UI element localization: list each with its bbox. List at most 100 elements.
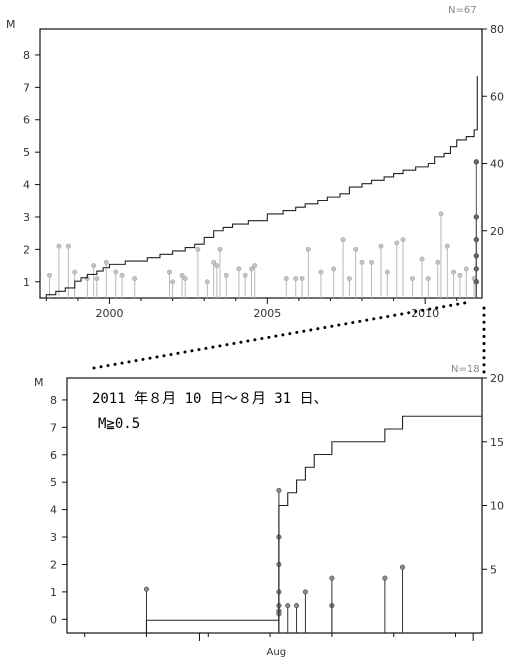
top-event-point — [114, 270, 118, 274]
top-left-tick-label: 1 — [23, 276, 30, 289]
top-right-tick-label: 60 — [490, 90, 504, 103]
bottom-left-tick-label: 5 — [50, 476, 57, 489]
top-event-point — [224, 273, 228, 277]
top-event-point — [120, 273, 124, 277]
top-event-point — [395, 241, 399, 245]
bottom-left-tick-label: 7 — [50, 421, 57, 434]
top-event-point — [47, 273, 51, 277]
top-event-point — [284, 276, 288, 280]
top-event-point — [243, 273, 247, 277]
bottom-left-tick-label: 3 — [50, 531, 57, 544]
top-event-point — [464, 267, 468, 271]
bottom-left-tick-label: 8 — [50, 394, 57, 407]
top-x-tick-label: 2000 — [95, 307, 123, 320]
top-event-point — [196, 247, 200, 251]
bottom-left-tick-label: 2 — [50, 558, 57, 571]
bottom-right-tick-label: 5 — [490, 563, 497, 576]
bottom-left-tick-label: 6 — [50, 449, 57, 462]
top-x-tick-label: 2010 — [411, 307, 439, 320]
bottom-event-point — [277, 488, 282, 493]
bottom-right-tick-label: 20 — [490, 372, 504, 385]
top-x-axis: 2000 2005 2010 — [46, 298, 456, 320]
top-event-point — [183, 276, 187, 280]
top-event-point — [347, 276, 351, 280]
bottom-event-point — [383, 576, 388, 581]
top-event-point — [436, 260, 440, 264]
top-left-tick-label: 3 — [23, 211, 30, 224]
top-event-point — [319, 270, 323, 274]
bottom-x-axis: Aug — [85, 633, 474, 658]
top-event-point — [401, 237, 405, 241]
top-event-point — [91, 263, 95, 267]
top-event-point — [294, 276, 298, 280]
top-event-point — [57, 244, 61, 248]
top-n-label: N=67 — [448, 5, 477, 16]
bottom-left-axis: 0 1 2 3 4 5 6 7 8 — [50, 394, 67, 626]
bottom-event-point — [303, 590, 308, 595]
top-plot-frame — [40, 29, 482, 298]
top-m-axis-title: M — [6, 18, 16, 31]
top-event-point — [252, 263, 256, 267]
top-event-point — [451, 270, 455, 274]
top-event-point — [385, 270, 389, 274]
top-event-point — [215, 263, 219, 267]
top-event-point — [306, 247, 310, 251]
top-left-tick-label: 8 — [23, 49, 30, 62]
top-recent-event-point — [474, 266, 479, 271]
top-left-tick-label: 6 — [23, 114, 30, 127]
top-event-point — [410, 276, 414, 280]
top-event-point — [369, 260, 373, 264]
top-event-point — [420, 257, 424, 261]
top-recent-event-point — [474, 253, 479, 258]
top-event-point — [360, 260, 364, 264]
top-recent-event-point — [474, 237, 479, 242]
top-recent-event-point — [474, 159, 479, 164]
top-event-point — [426, 276, 430, 280]
bottom-left-tick-label: 0 — [50, 613, 57, 626]
annotation-magnitude-threshold: M≧0.5 — [98, 416, 140, 432]
bottom-event-point — [294, 603, 299, 608]
top-recent-event-point — [474, 279, 479, 284]
top-event-point — [66, 244, 70, 248]
bottom-event-point — [400, 565, 405, 570]
top-left-tick-label: 2 — [23, 243, 30, 256]
top-left-tick-label: 4 — [23, 179, 30, 192]
top-left-tick-label: 5 — [23, 146, 30, 159]
top-event-point — [73, 270, 77, 274]
bottom-event-point — [144, 587, 149, 592]
top-chart: M N=67 1 2 3 4 5 6 7 8 20 40 60 80 2000 2005 2010 — [6, 5, 504, 320]
top-left-axis: 1 2 3 4 5 6 7 8 — [23, 49, 40, 289]
bottom-right-tick-label: 15 — [490, 436, 504, 449]
top-right-axis: 20 40 60 80 — [482, 23, 504, 238]
top-event-point — [331, 267, 335, 271]
top-right-tick-label: 40 — [490, 158, 504, 171]
top-right-tick-label: 20 — [490, 225, 504, 238]
top-event-point — [445, 244, 449, 248]
top-left-tick-label: 7 — [23, 81, 30, 94]
bottom-right-tick-label: 10 — [490, 500, 504, 513]
top-event-point — [167, 270, 171, 274]
bottom-event-point — [285, 603, 290, 608]
top-event-point — [95, 276, 99, 280]
top-event-point — [300, 276, 304, 280]
bottom-left-tick-label: 1 — [50, 586, 57, 599]
top-event-point — [133, 276, 137, 280]
top-x-tick-label: 2005 — [253, 307, 281, 320]
bottom-right-axis: 5 10 15 20 — [482, 372, 504, 576]
top-event-point — [237, 267, 241, 271]
bottom-m-axis-title: M — [34, 376, 44, 389]
top-event-point — [379, 244, 383, 248]
bottom-left-tick-label: 4 — [50, 504, 57, 517]
bottom-chart: M N=18 0 1 2 3 4 5 6 7 8 5 10 15 20 Aug 2011 年８月 10… — [34, 364, 504, 658]
top-event-point — [170, 280, 174, 284]
bottom-x-tick-label: Aug — [267, 647, 287, 658]
top-recent-event-point — [474, 215, 479, 220]
bottom-n-label: N=18 — [451, 364, 480, 375]
top-event-point — [341, 237, 345, 241]
bottom-event-point — [330, 576, 335, 581]
top-event-point — [218, 247, 222, 251]
top-right-tick-label: 80 — [490, 23, 504, 36]
top-event-point — [104, 260, 108, 264]
top-event-point — [205, 280, 209, 284]
